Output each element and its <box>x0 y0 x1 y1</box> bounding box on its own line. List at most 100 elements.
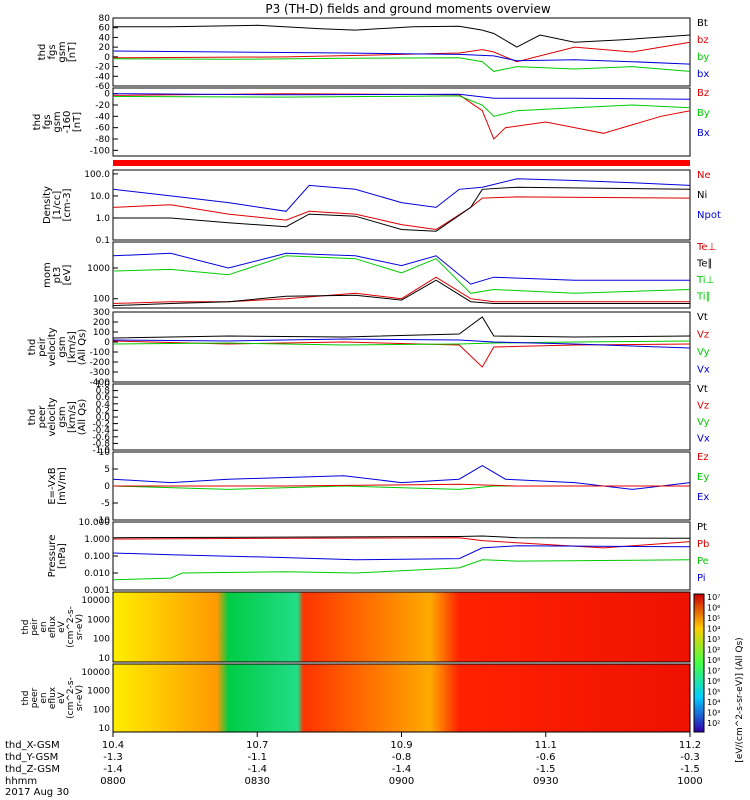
legend-entry: Vx <box>697 434 710 445</box>
y-axis-label: peer <box>30 687 40 708</box>
y-axis-label: peer <box>37 405 48 429</box>
colorbar-tick-label: 10² <box>707 719 720 728</box>
y-axis-label: [1/cc] <box>52 191 63 220</box>
y-tick-label: -0.4 <box>92 426 110 436</box>
x-tick-label: -1.4 <box>392 764 412 775</box>
y-axis-label: sr-eV) <box>75 614 85 640</box>
y-axis-label: pt3 <box>52 267 63 284</box>
y-axis-label: velocity <box>47 327 58 366</box>
legend-entry: Vt <box>697 312 708 323</box>
series-line <box>112 41 691 63</box>
y-tick-label: -100 <box>90 146 111 156</box>
y-axis-label: gsm <box>57 41 68 62</box>
y-tick-label: 1.000 <box>84 535 110 545</box>
y-tick-label: 80 <box>99 14 111 24</box>
x-tick-label: -1.4 <box>103 764 123 775</box>
panel-frame <box>112 383 691 451</box>
legend-entry: Pi <box>697 573 706 584</box>
y-axis-label: sr-eV) <box>75 685 85 711</box>
x-tick-label: -1.5 <box>536 764 556 775</box>
series-line <box>112 93 691 140</box>
y-axis-label: gsm <box>52 111 63 132</box>
legend-entry: Ey <box>697 472 709 483</box>
series-line <box>112 340 691 346</box>
legend-entry: Pe <box>697 556 709 567</box>
legend-entry: bx <box>697 69 709 80</box>
y-axis-label: eflux <box>48 615 58 638</box>
y-tick-label: 100 <box>93 295 110 305</box>
y-axis-label: [km/s] <box>67 401 78 433</box>
legend-entry: Vy <box>697 417 710 428</box>
series-line <box>113 483 690 487</box>
y-axis-label: thd <box>27 339 38 356</box>
legend-entry: Vz <box>697 330 709 341</box>
y-tick-label: 1.0 <box>96 380 111 390</box>
y-axis-label: (cm^2-s- <box>66 677 76 719</box>
y-axis-label: [eV] <box>62 265 73 286</box>
panel-frame <box>112 241 691 309</box>
panel-frame <box>112 311 691 383</box>
y-tick-label: -5 <box>101 499 110 509</box>
legend-entry: Bz <box>697 88 709 99</box>
y-axis-label: fgs <box>47 44 58 59</box>
legend-entry: Ti⊥ <box>696 275 714 286</box>
y-axis-label: [nT] <box>72 112 83 132</box>
x-tick-label: -1.3 <box>103 752 123 763</box>
y-tick-label: -10 <box>95 516 110 526</box>
y-tick-label: 200 <box>93 318 110 328</box>
series-line <box>112 316 691 339</box>
legend-entry: Ex <box>697 492 709 503</box>
y-axis-label: gsm <box>57 406 68 427</box>
panel-frame <box>112 87 691 157</box>
panel-fgs2: 0-20-40 -60-80-100 thd fgs gsm -160 [nT] Bz By Bx <box>32 87 710 157</box>
y-tick-label: -40 <box>95 72 110 82</box>
series-line <box>112 57 691 72</box>
legend-entry: Bx <box>697 128 710 139</box>
x-tick-label: 11.2 <box>679 740 701 751</box>
y-tick-label: 0.0 <box>96 413 111 423</box>
y-axis-label: thd <box>21 691 31 706</box>
y-tick-label: 10000 <box>81 668 110 678</box>
y-axis-label: [cm-3] <box>62 188 73 221</box>
y-tick-label: 0 <box>104 338 110 348</box>
y-tick-label: 0.2 <box>96 406 110 416</box>
series-line <box>112 338 691 349</box>
colorbar-tick-label: 10⁴ <box>707 625 720 634</box>
colorbar-label: [eV/(cm^2-s-sr-eV)] (All Qs) <box>735 637 745 762</box>
y-tick-label: 0.100 <box>84 552 110 562</box>
y-tick-label: 1000 <box>87 615 110 625</box>
x-tick-label: 10.4 <box>102 740 124 751</box>
y-tick-label: 40 <box>99 33 111 43</box>
y-axis-label: [nT] <box>67 42 78 62</box>
series-line <box>112 93 691 100</box>
legend-entry: Bt <box>697 18 708 29</box>
legend-entry: Ti∥ <box>696 292 711 303</box>
y-tick-label: 0.010 <box>84 569 110 579</box>
x-tick-label: 1000 <box>677 776 702 787</box>
y-tick-label: -60 <box>95 124 110 134</box>
y-tick-label: -20 <box>95 101 110 111</box>
panel-efield: 10 5 0 -5 -10 E=-VxB [mV/m] Ez Ey Ex <box>47 448 709 526</box>
legend-entry: bz <box>697 35 709 46</box>
legend-entry: by <box>697 52 709 63</box>
y-axis-label: peir <box>30 618 40 636</box>
x-tick-label: -0.8 <box>392 752 412 763</box>
y-axis-label: (cm^2-s- <box>66 606 76 648</box>
legend-entry: Te⊥ <box>696 242 716 253</box>
y-axis-label: thd <box>37 44 48 61</box>
series-line <box>112 50 691 65</box>
x-tick-label: 0800 <box>100 776 125 787</box>
y-tick-label: 0.4 <box>96 400 111 410</box>
series-line <box>112 255 691 294</box>
y-tick-label: 0 <box>104 90 110 100</box>
x-tick-label: 0900 <box>389 776 414 787</box>
panel-frame <box>112 521 691 591</box>
series-line <box>113 24 691 48</box>
y-tick-label: 1000 <box>87 264 110 274</box>
y-tick-label: -0.6 <box>92 433 110 443</box>
x-row-label: thd_Z-GSM <box>5 764 60 775</box>
colorbar-tick-label: 10⁴ <box>707 698 720 707</box>
